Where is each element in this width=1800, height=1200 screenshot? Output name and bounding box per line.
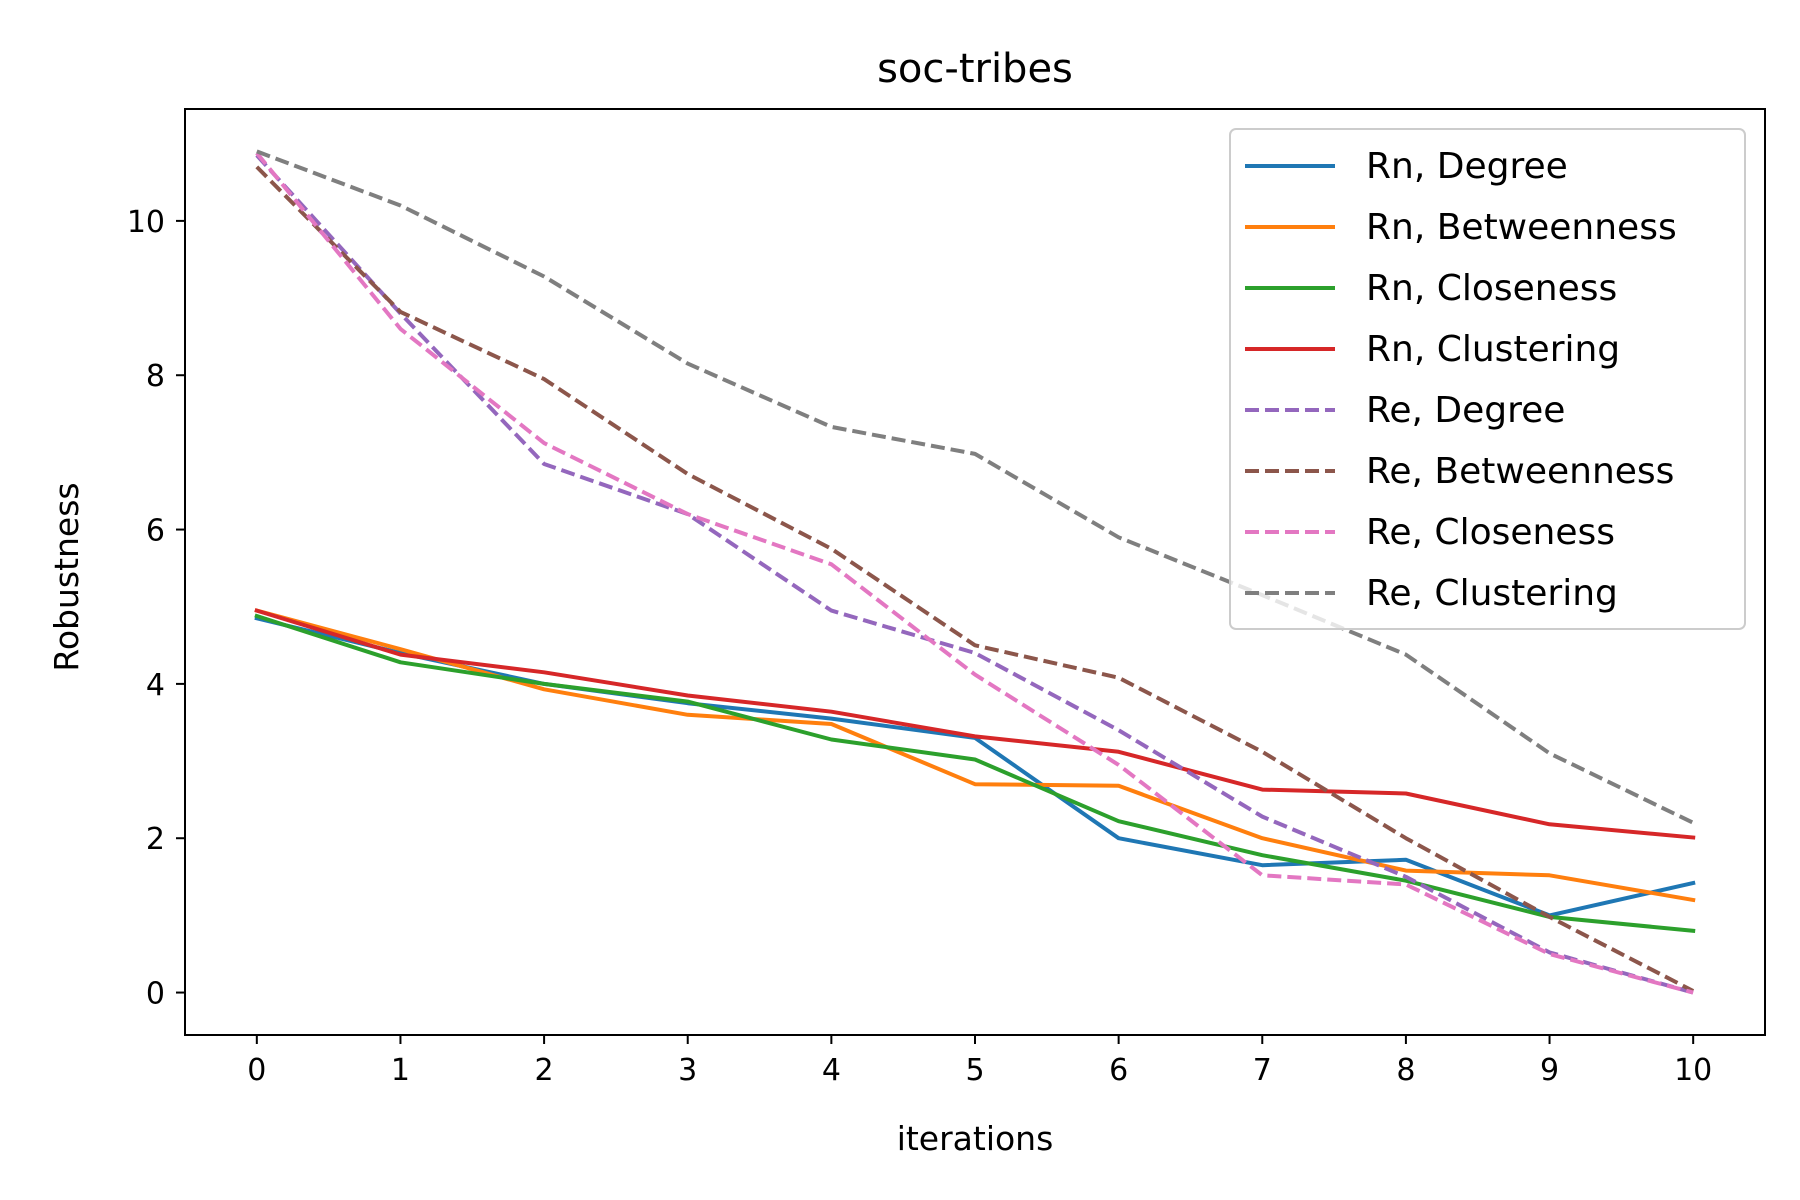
- legend-label: Re, Degree: [1366, 390, 1565, 431]
- y-axis-title: Robustness: [47, 482, 86, 671]
- series-line-re-closeness: [255, 151, 1694, 995]
- x-tick-label: 10: [1674, 1053, 1712, 1088]
- series-line-re-betweenness: [255, 165, 1695, 993]
- x-tick-label: 1: [391, 1053, 410, 1088]
- series-line-rn-closeness: [254, 613, 1696, 933]
- series-line-rn-clustering: [254, 608, 1696, 840]
- x-tick-label: 5: [965, 1053, 984, 1088]
- y-tick-label: 2: [146, 822, 165, 857]
- x-tick-label: 2: [535, 1053, 554, 1088]
- y-tick-label: 6: [146, 514, 165, 549]
- x-axis-title: iterations: [897, 1119, 1054, 1158]
- legend-box: [1229, 128, 1746, 630]
- x-tick-label: 4: [822, 1053, 841, 1088]
- series-line-re-degree: [255, 153, 1694, 995]
- legend: Rn, Degree Rn, Betweenness Rn, Closeness Rn…: [1229, 128, 1746, 630]
- legend-label: Rn, Betweenness: [1366, 207, 1677, 248]
- x-tick-label: 0: [247, 1053, 266, 1088]
- x-axis: 0 1 2 3 4 5 6 7 8 9 10: [247, 1035, 1712, 1088]
- legend-label: Rn, Closeness: [1366, 268, 1617, 309]
- plot-lines: [254, 149, 1696, 995]
- y-tick-label: 0: [146, 977, 165, 1012]
- x-tick-label: 6: [1109, 1053, 1128, 1088]
- x-tick-label: 8: [1396, 1053, 1415, 1088]
- legend-label: Rn, Clustering: [1366, 329, 1620, 370]
- legend-label: Rn, Degree: [1366, 146, 1568, 187]
- y-axis: 0 2 4 6 8 10: [127, 205, 185, 1012]
- legend-label: Re, Clustering: [1366, 573, 1618, 614]
- legend-label: Re, Closeness: [1366, 512, 1615, 553]
- x-tick-label: 3: [678, 1053, 697, 1088]
- y-tick-label: 4: [146, 668, 165, 703]
- x-tick-label: 7: [1253, 1053, 1272, 1088]
- y-tick-label: 8: [146, 359, 165, 394]
- chart-title: soc-tribes: [877, 46, 1073, 92]
- legend-label: Re, Betweenness: [1366, 451, 1674, 492]
- y-tick-label: 10: [127, 205, 165, 240]
- x-tick-label: 9: [1540, 1053, 1559, 1088]
- series-line-re-clustering: [256, 149, 1695, 825]
